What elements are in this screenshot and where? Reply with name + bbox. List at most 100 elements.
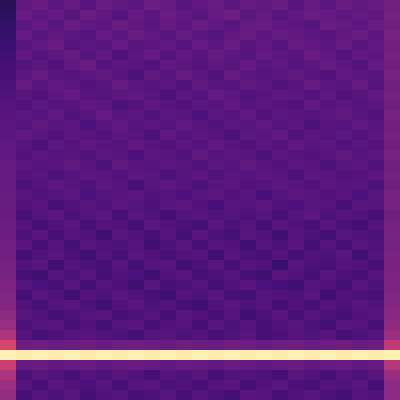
cell [80,0,97,11]
cell [304,70,321,81]
cell [96,210,113,221]
cell [304,140,321,151]
cell [352,230,369,241]
cell [208,230,225,241]
cell [16,260,33,271]
cell [240,380,257,391]
cell [112,370,129,381]
cell [208,390,225,400]
cell [384,160,400,171]
cell [336,260,353,271]
cell [304,10,321,21]
cell [320,0,337,11]
cell [336,330,353,341]
cell [352,120,369,131]
cell [176,70,193,81]
cell [144,140,161,151]
cell [16,0,33,11]
cell [208,180,225,191]
cell [32,360,49,371]
cell [112,230,129,241]
cell [96,340,113,351]
cell [192,60,209,71]
cell [320,90,337,101]
cell [368,100,385,111]
cell [336,290,353,301]
cell [64,30,81,41]
cell [16,240,33,251]
cell [48,80,65,91]
cell [208,160,225,171]
cell [128,90,145,101]
cell [96,260,113,271]
cell [288,350,305,361]
cell [192,310,209,321]
cell [176,150,193,161]
cell [304,190,321,201]
cell [16,320,33,331]
cell [160,390,177,400]
cell [272,120,289,131]
cell [320,360,337,371]
cell [352,130,369,141]
cell [320,80,337,91]
cell [288,220,305,231]
cell [288,30,305,41]
cell [176,20,193,31]
cell [16,380,33,391]
cell [320,20,337,31]
cell [336,110,353,121]
cell [160,110,177,121]
cell [224,340,241,351]
cell [128,370,145,381]
cell [208,260,225,271]
cell [320,150,337,161]
cell [304,330,321,341]
cell [64,150,81,161]
cell [48,270,65,281]
cell [272,20,289,31]
cell [160,190,177,201]
cell [192,130,209,141]
cell [384,280,400,291]
cell [240,20,257,31]
cell [352,70,369,81]
cell [80,140,97,151]
cell [368,210,385,221]
cell [368,370,385,381]
cell [240,390,257,400]
cell [304,340,321,351]
cell [288,370,305,381]
cell [320,310,337,321]
cell [64,390,81,400]
cell [192,180,209,191]
cell [64,240,81,251]
cell [256,220,273,231]
cell [256,180,273,191]
cell [0,30,17,41]
cell [384,180,400,191]
cell [192,240,209,251]
cell [288,340,305,351]
cell [368,240,385,251]
cell [272,340,289,351]
cell [304,280,321,291]
cell [80,220,97,231]
cell [256,260,273,271]
cell [304,230,321,241]
cell [192,80,209,91]
cell [304,300,321,311]
cell [272,380,289,391]
cell [144,60,161,71]
cell [368,260,385,271]
cell [368,60,385,71]
cell [240,360,257,371]
cell [64,200,81,211]
cell [32,240,49,251]
cell [304,30,321,41]
cell [128,310,145,321]
cell [112,120,129,131]
cell [352,40,369,51]
cell [384,20,400,31]
cell [224,300,241,311]
